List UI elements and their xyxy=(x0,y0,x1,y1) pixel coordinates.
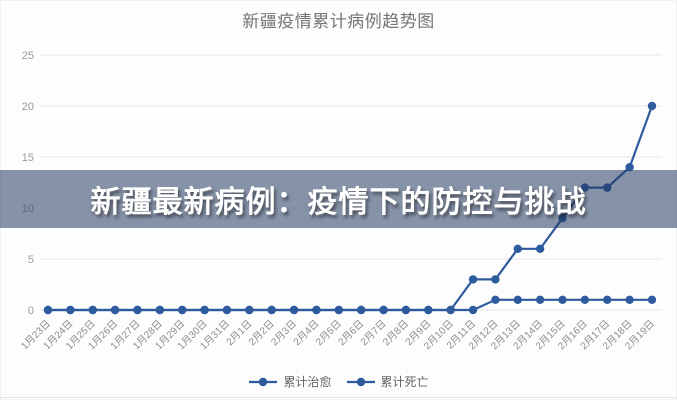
chart-title: 新疆疫情累计病例趋势图 xyxy=(242,12,435,31)
svg-text:15: 15 xyxy=(22,152,34,164)
headline-banner: 新疆最新病例：疫情下的防控与挑战 xyxy=(0,170,677,228)
line-dot-marker-icon xyxy=(346,377,375,386)
svg-text:20: 20 xyxy=(22,101,34,113)
svg-text:5: 5 xyxy=(28,254,34,266)
line-dot-marker-icon xyxy=(249,377,278,386)
svg-text:25: 25 xyxy=(22,50,34,62)
legend-label-cured: 累计治愈 xyxy=(283,375,332,389)
legend-item-deaths[interactable]: 累计死亡 xyxy=(346,373,429,390)
chart-legend: 累计治愈 累计死亡 xyxy=(0,373,677,390)
legend-item-cured[interactable]: 累计治愈 xyxy=(248,373,332,390)
legend-label-deaths: 累计死亡 xyxy=(380,375,429,389)
headline-text: 新疆最新病例：疫情下的防控与挑战 xyxy=(90,186,587,219)
bottom-divider xyxy=(0,397,677,398)
svg-text:0: 0 xyxy=(28,305,34,317)
